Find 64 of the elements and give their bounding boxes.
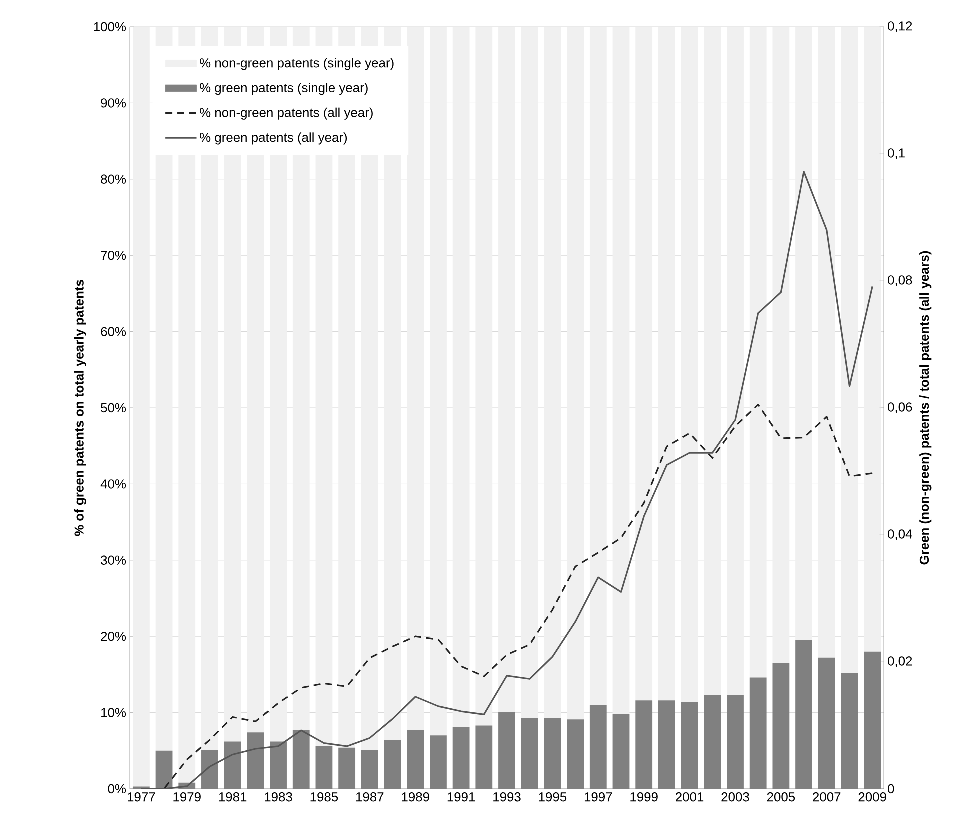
y-tick-label: 100%: [94, 22, 126, 32]
line-series: [140, 170, 874, 789]
legend-label: % green patents (all year): [200, 132, 348, 145]
bar: [132, 26, 150, 787]
y2-tick-label: 0,06: [888, 402, 912, 414]
y-tick-label: 90%: [101, 98, 126, 108]
bar: [841, 26, 858, 674]
x-tick-label: 2007: [813, 792, 841, 802]
y-tick-label: 60%: [101, 327, 126, 336]
legend-label: % non-green patents (single year): [200, 58, 394, 70]
x-tick-label: 2001: [676, 792, 704, 802]
y-axis-title: % of green patents on total yearly patents: [74, 280, 87, 536]
x-tick-label: 2003: [722, 792, 750, 802]
bar: [590, 26, 607, 706]
bar: [430, 26, 447, 736]
bar: [636, 26, 653, 701]
x-tick-label: 2009: [858, 792, 886, 802]
bar: [796, 26, 812, 640]
y-tick-label: 80%: [101, 174, 126, 184]
y-tick-label: 20%: [101, 632, 126, 642]
bar: [658, 26, 676, 701]
y-tick-label: 0%: [108, 784, 126, 794]
y-tick-label: 40%: [100, 480, 126, 489]
legend-label: % non-green patents (all year): [200, 108, 373, 120]
y-tick-label: 10%: [102, 708, 126, 718]
x-tick-label: 1993: [494, 792, 521, 802]
y2-tick-label: 0,1: [888, 148, 905, 160]
bar: [407, 26, 424, 730]
y2-tick-label: 0: [888, 784, 894, 794]
x-tick-label: 1999: [630, 792, 658, 802]
bar: [476, 26, 493, 726]
bar: [727, 26, 744, 696]
y-tick-label: 30%: [101, 556, 126, 565]
legend-label: % green patents (single year): [200, 83, 368, 96]
bar: [864, 26, 882, 652]
x-tick-label: 1983: [265, 792, 292, 802]
bar: [498, 26, 516, 712]
y2-tick-label: 0,02: [888, 656, 912, 668]
bar: [521, 26, 538, 718]
y-tick-label: 50%: [101, 403, 126, 413]
x-tick-label: 1987: [356, 792, 384, 802]
bar: [452, 26, 470, 728]
bar: [818, 26, 836, 658]
bar: [567, 26, 584, 720]
bar: [612, 26, 630, 714]
x-tick-label: 1985: [310, 792, 338, 802]
x-tick-label: 1997: [584, 792, 612, 802]
bar: [772, 26, 790, 664]
y2-axis-title: Green (non-green) patents / total patents (all years): [920, 251, 932, 565]
x-tick-label: 1981: [219, 792, 247, 802]
x-tick-label: 1991: [448, 792, 476, 802]
y2-tick-label: 0,04: [888, 530, 912, 540]
x-tick-label: 1979: [174, 792, 201, 802]
bar: [681, 26, 698, 702]
bar: [704, 26, 722, 696]
x-tick-label: 1995: [539, 792, 567, 802]
x-tick-label: 1977: [128, 792, 156, 802]
y2-tick-label: 0,12: [888, 22, 912, 32]
x-tick-label: 1989: [402, 792, 430, 802]
bar: [544, 26, 562, 718]
bar: [750, 26, 767, 678]
x-tick-label: 2005: [767, 792, 796, 802]
y-tick-label: 70%: [101, 251, 126, 260]
y2-tick-label: 0,08: [888, 276, 912, 286]
